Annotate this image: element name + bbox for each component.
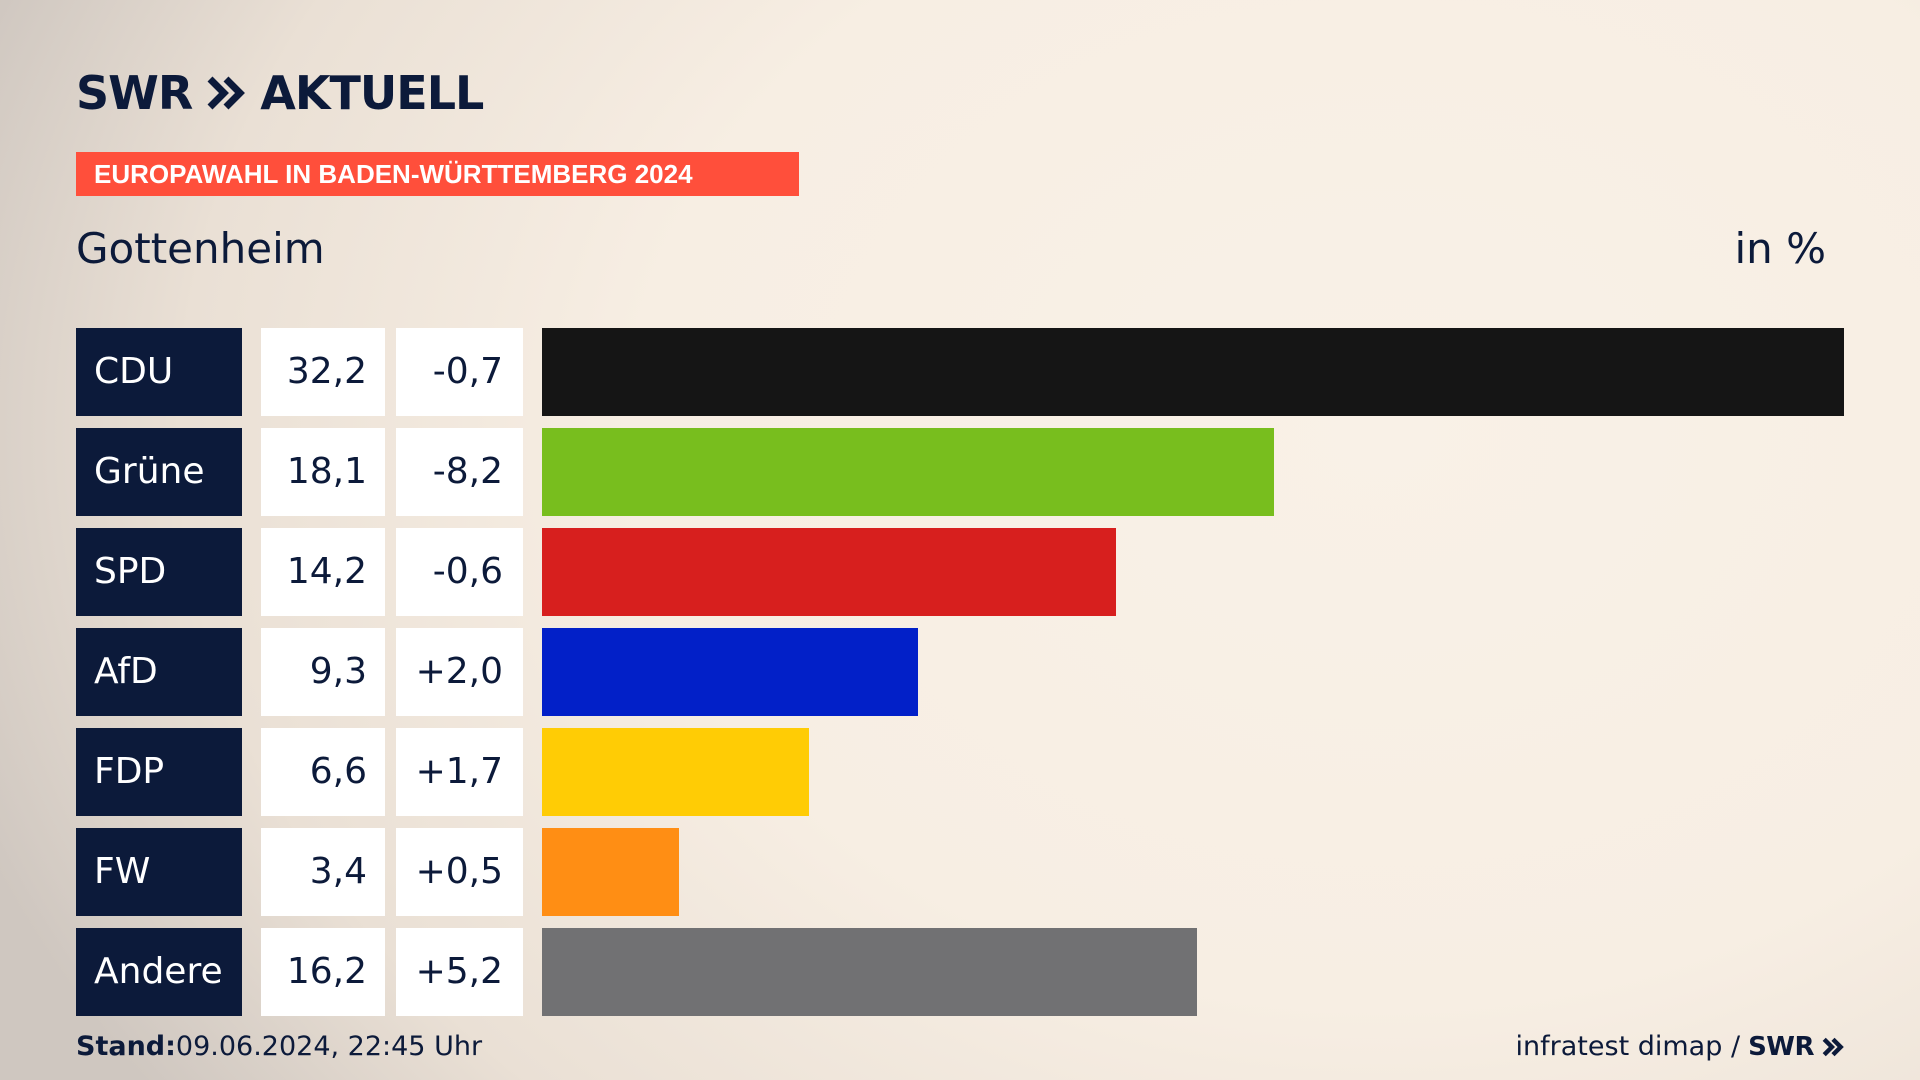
party-label: FDP [76, 728, 242, 816]
footer-swr-logo: SWR [1748, 1032, 1814, 1062]
party-label: SPD [76, 528, 242, 616]
value-label: 18,1 [261, 428, 385, 516]
double-chevron-right-icon [1822, 1037, 1844, 1057]
diff-label: +5,2 [396, 928, 523, 1016]
result-bar [542, 928, 1197, 1016]
party-label: AfD [76, 628, 242, 716]
result-bar [542, 528, 1116, 616]
result-bar [542, 828, 679, 916]
category-tag: EUROPAWAHL IN BADEN-WÜRTTEMBERG 2024 [76, 152, 799, 196]
swr-aktuell-logo: SWR AKTUELL [76, 66, 484, 120]
diff-label: +2,0 [396, 628, 523, 716]
result-bar [542, 628, 918, 716]
value-label: 9,3 [261, 628, 385, 716]
source-credit: infratest dimap / SWR [1516, 1030, 1844, 1064]
value-label: 6,6 [261, 728, 385, 816]
value-label: 3,4 [261, 828, 385, 916]
party-label: FW [76, 828, 242, 916]
diff-label: -0,7 [396, 328, 523, 416]
party-label: CDU [76, 328, 242, 416]
result-bar [542, 328, 1844, 416]
logo-swr-text: SWR [76, 66, 193, 120]
timestamp: Stand:09.06.2024, 22:45 Uhr [76, 1030, 482, 1064]
value-label: 14,2 [261, 528, 385, 616]
stand-label: Stand: [76, 1031, 176, 1062]
diff-label: +0,5 [396, 828, 523, 916]
result-bar [542, 428, 1274, 516]
logo-aktuell-text: AKTUELL [260, 66, 484, 120]
party-label: Andere [76, 928, 242, 1016]
stand-value: 09.06.2024, 22:45 Uhr [175, 1031, 483, 1062]
value-label: 32,2 [261, 328, 385, 416]
chart-title: Gottenheim [76, 224, 325, 273]
party-label: Grüne [76, 428, 242, 516]
unit-label: in % [1734, 224, 1826, 273]
diff-label: -0,6 [396, 528, 523, 616]
double-chevron-right-icon [207, 76, 246, 110]
result-bar [542, 728, 809, 816]
diff-label: -8,2 [396, 428, 523, 516]
diff-label: +1,7 [396, 728, 523, 816]
value-label: 16,2 [261, 928, 385, 1016]
source-text: infratest dimap / [1515, 1031, 1741, 1062]
